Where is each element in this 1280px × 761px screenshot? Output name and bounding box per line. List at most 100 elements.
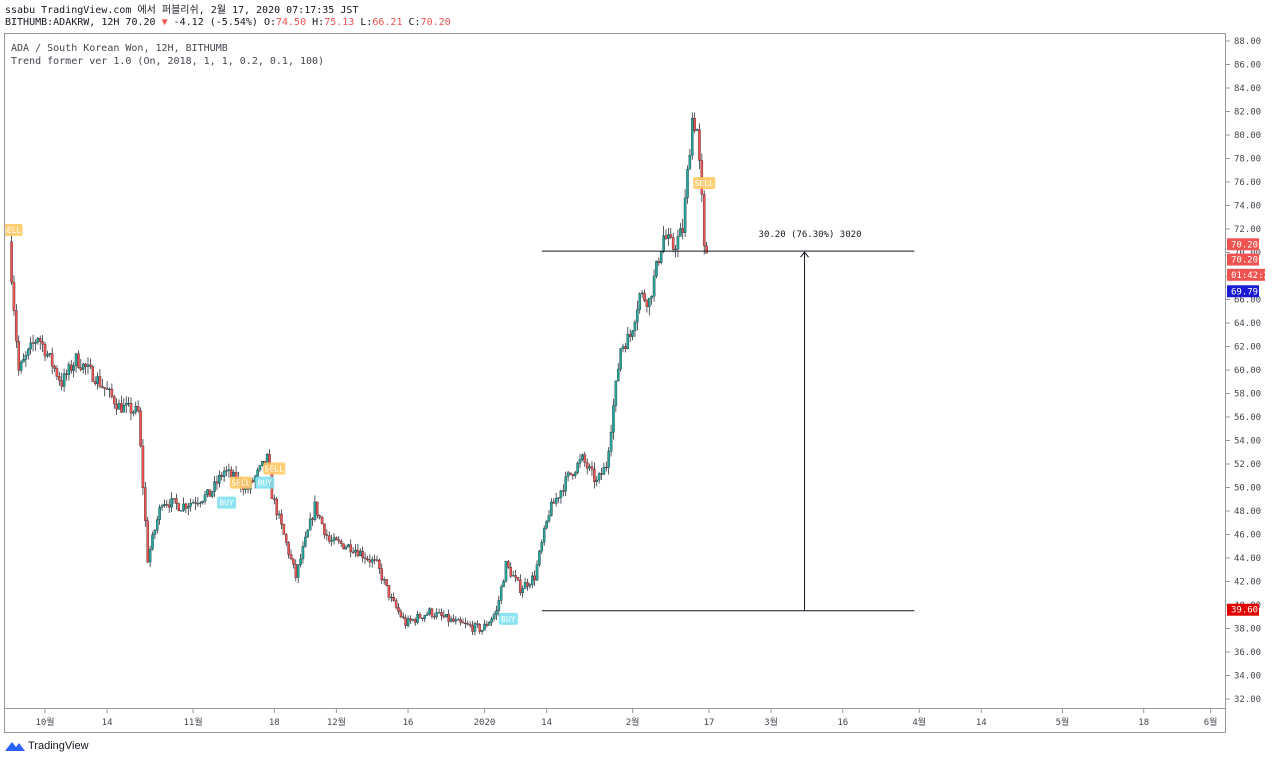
buy-signal-badge[interactable]: BUY bbox=[498, 612, 518, 625]
candle-body bbox=[676, 236, 680, 250]
candle-body bbox=[449, 618, 453, 622]
candle-body bbox=[447, 614, 450, 622]
candle-body bbox=[72, 365, 75, 371]
sell-signal-badge[interactable]: SELL bbox=[263, 462, 286, 475]
candle-body bbox=[659, 251, 663, 264]
symbol-name: BITHUMB:ADAKRW, 12H bbox=[5, 17, 120, 28]
candle-body bbox=[702, 194, 706, 246]
sell-signal-badge[interactable]: SELL bbox=[229, 476, 252, 489]
candle-body bbox=[624, 346, 627, 349]
candle-body bbox=[316, 501, 319, 516]
candle-body bbox=[671, 237, 675, 250]
candle-body bbox=[41, 341, 44, 345]
candle-body bbox=[514, 575, 517, 578]
svg-text:70.20: 70.20 bbox=[1231, 240, 1258, 250]
price-tick-label: 32.00 bbox=[1234, 695, 1261, 705]
signal-label: BUY bbox=[501, 615, 516, 624]
candle-body bbox=[602, 466, 606, 475]
price-tick-label: 66.00 bbox=[1234, 296, 1261, 306]
candle-body bbox=[43, 344, 47, 357]
candle-body bbox=[349, 544, 352, 553]
buy-signal-badge[interactable]: BUY bbox=[217, 496, 237, 509]
candle-body bbox=[485, 623, 489, 626]
candle-body bbox=[695, 129, 699, 131]
price-tick-label: 42.00 bbox=[1234, 578, 1261, 588]
candle-body bbox=[662, 235, 665, 252]
sell-signal-badge[interactable]: SELL bbox=[5, 224, 23, 236]
candle-body bbox=[547, 515, 551, 522]
signal-label: SELL bbox=[231, 479, 250, 488]
price-axis[interactable]: 32.0034.0036.0038.0040.0042.0044.0046.00… bbox=[1226, 33, 1280, 709]
candle-body bbox=[292, 558, 295, 565]
time-axis[interactable]: 10월 14 11월 18 12월 16 2020 14 2월 17 3월 16 4월 14 5월 18 6월 bbox=[4, 709, 1226, 733]
candle-body bbox=[24, 354, 28, 360]
candle-body bbox=[669, 234, 673, 238]
candle-body bbox=[542, 528, 546, 543]
tradingview-brand[interactable]: TradingView bbox=[5, 740, 89, 752]
signal-label: SELL bbox=[695, 179, 714, 188]
candle-body bbox=[499, 586, 503, 601]
candle-body bbox=[141, 445, 145, 488]
price-axis-label: 70.20 bbox=[1227, 253, 1259, 266]
candle-body bbox=[27, 348, 30, 356]
indicator-legend[interactable]: Trend former ver 1.0 (On, 2018, 1, 1, 0.… bbox=[11, 56, 325, 67]
chart-pane[interactable]: 30.20 (76.30%) 3020 SELL BUY SELL BUY SELL BUY… bbox=[4, 33, 1226, 709]
candle-body bbox=[213, 481, 216, 492]
candle-body bbox=[210, 491, 214, 497]
candle-body bbox=[550, 501, 553, 516]
candle-body bbox=[507, 561, 510, 568]
candle-body bbox=[108, 388, 111, 390]
candle-body bbox=[124, 403, 128, 406]
open-value: 74.50 bbox=[276, 17, 307, 28]
candle-body bbox=[165, 504, 169, 506]
price-tick-label: 76.00 bbox=[1234, 178, 1261, 188]
candle-body bbox=[490, 618, 493, 623]
candle-body bbox=[225, 470, 228, 472]
candle-body bbox=[91, 366, 95, 382]
measure-arrow-head-icon bbox=[800, 251, 809, 258]
candlestick-chart[interactable]: 30.20 (76.30%) 3020 SELL BUY SELL BUY SELL BUY… bbox=[5, 34, 1225, 708]
candle-body bbox=[533, 575, 536, 581]
candle-body bbox=[399, 611, 403, 618]
candle-body bbox=[136, 406, 140, 411]
candle-body bbox=[535, 564, 539, 581]
time-tick-label: 10월 bbox=[35, 716, 54, 728]
candle-body bbox=[545, 520, 548, 529]
time-tick-label: 6월 bbox=[1204, 716, 1218, 728]
candle-body bbox=[368, 559, 372, 563]
candle-body bbox=[344, 546, 348, 550]
time-tick-label: 14 bbox=[541, 718, 552, 728]
candle-body bbox=[323, 523, 326, 535]
price-tick-label: 86.00 bbox=[1234, 61, 1261, 71]
candle-body bbox=[519, 579, 522, 594]
candle-body bbox=[179, 510, 183, 512]
candle-body bbox=[342, 543, 345, 550]
candle-body bbox=[404, 617, 407, 626]
time-tick-label: 18 bbox=[269, 718, 280, 728]
candle-body bbox=[199, 502, 202, 504]
candle-body bbox=[674, 248, 677, 251]
sell-signal-badge[interactable]: SELL bbox=[693, 177, 716, 189]
candle-body bbox=[327, 535, 331, 542]
time-tick-label: 17 bbox=[704, 718, 715, 728]
candle-body bbox=[540, 542, 544, 552]
candle-body bbox=[53, 366, 56, 369]
candle-body bbox=[330, 540, 333, 542]
candle-body bbox=[681, 228, 684, 233]
candle-body bbox=[686, 169, 689, 199]
svg-text:01:42:26: 01:42:26 bbox=[1231, 271, 1274, 281]
candle-body bbox=[65, 373, 68, 375]
candle-body bbox=[559, 490, 563, 498]
candle-body bbox=[583, 454, 587, 463]
candle-body bbox=[203, 494, 207, 502]
candle-body bbox=[454, 619, 458, 622]
candle-body bbox=[232, 472, 235, 478]
buy-signal-badge[interactable]: BUY bbox=[255, 476, 275, 489]
candle-body bbox=[573, 472, 577, 476]
candle-body bbox=[691, 117, 694, 156]
candle-body bbox=[222, 470, 226, 477]
candle-body bbox=[466, 623, 470, 625]
candle-body bbox=[153, 530, 157, 535]
candle-body bbox=[411, 619, 415, 621]
candle-body bbox=[311, 518, 314, 520]
